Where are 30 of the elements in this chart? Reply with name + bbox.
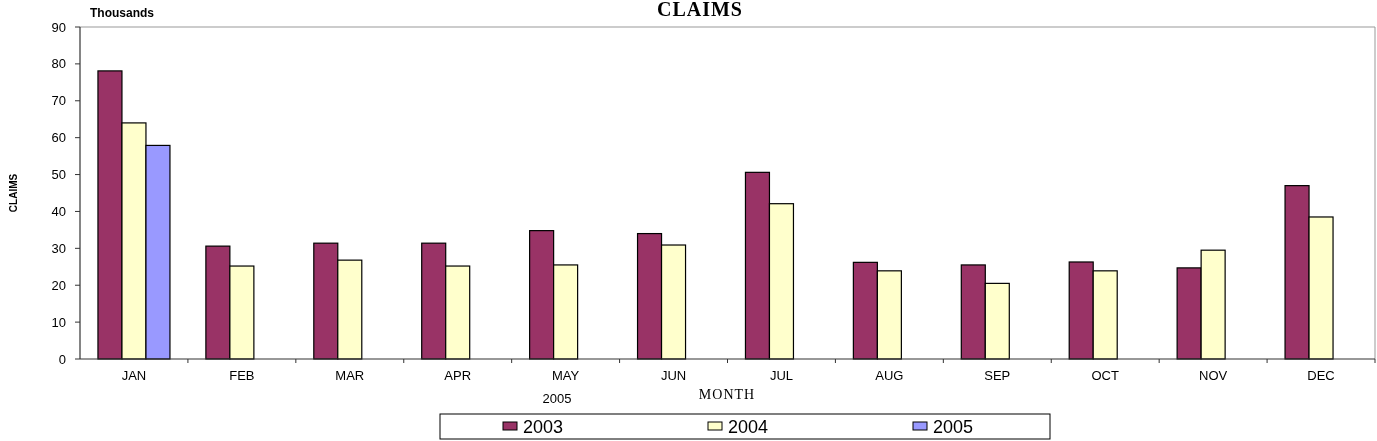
x-axis-title: MONTH xyxy=(698,387,756,402)
y-tick-label: 0 xyxy=(58,351,66,367)
text: 2005 xyxy=(542,391,572,406)
y-tick-label: 10 xyxy=(51,314,66,330)
x-tick-label: OCT xyxy=(1091,368,1119,383)
legend-label: 2004 xyxy=(728,417,769,437)
x-tick-label: APR xyxy=(444,368,472,383)
x-tick-label: FEB xyxy=(229,368,255,383)
x-tick-label: DEC xyxy=(1307,368,1335,383)
x-tick-label: JUL xyxy=(769,368,794,383)
y-tick-label: 90 xyxy=(51,19,66,35)
x-tick-label: AUG xyxy=(875,368,904,383)
y-tick-label: 70 xyxy=(51,93,66,109)
text: Thousands xyxy=(90,6,155,20)
legend-label: 2003 xyxy=(523,417,564,437)
legend-label: 2005 xyxy=(933,417,974,437)
y-tick-label: 80 xyxy=(51,56,66,72)
x-tick-label: JAN xyxy=(121,368,147,383)
y-tick-label: 60 xyxy=(51,130,66,146)
chart-title: CLAIMS xyxy=(656,0,744,20)
x-tick-label: JUN xyxy=(660,368,687,383)
y-axis-title: CLAIMS xyxy=(8,173,19,213)
x-tick-label: MAR xyxy=(335,368,365,383)
y-tick-label: 30 xyxy=(51,240,66,256)
y-tick-label: 40 xyxy=(51,203,66,219)
y-tick-label: 20 xyxy=(51,277,66,293)
y-tick-label: 50 xyxy=(51,167,66,183)
x-tick-label: NOV xyxy=(1199,368,1228,383)
x-tick-label: MAY xyxy=(552,368,580,383)
x-tick-label: SEP xyxy=(984,368,1011,383)
